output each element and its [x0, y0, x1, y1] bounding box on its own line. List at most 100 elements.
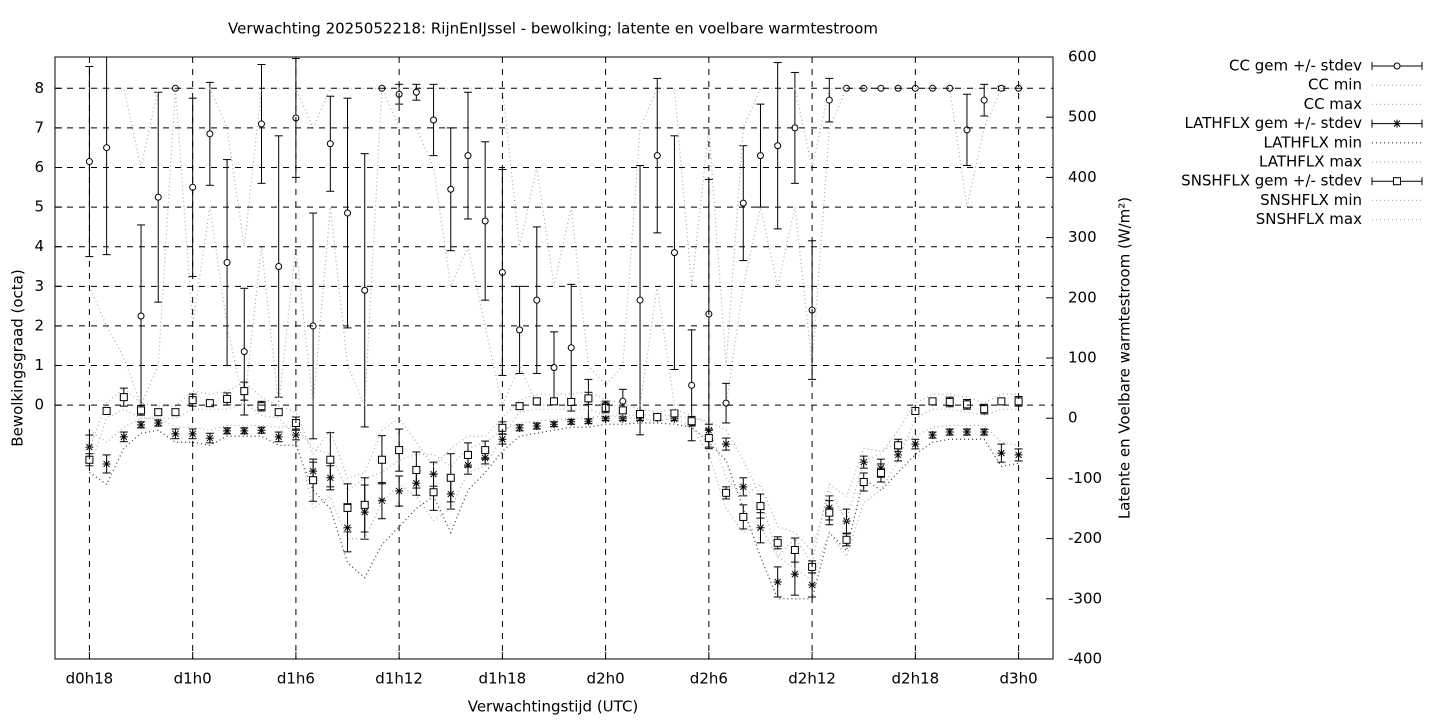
point-marker: [670, 249, 678, 257]
x-tick-label: d2h6: [690, 670, 728, 688]
point-marker: [275, 263, 283, 271]
point-marker: [790, 570, 799, 579]
point-marker: [618, 414, 627, 423]
point-marker: [533, 296, 541, 304]
x-tick-label: d2h0: [587, 670, 625, 688]
point-marker: [360, 500, 369, 509]
point-marker: [257, 120, 265, 128]
point-marker: [515, 402, 524, 411]
point-marker: [309, 476, 318, 485]
legend-label: CC gem +/- stdev: [1229, 57, 1362, 75]
legend-label: SNSHFLX max: [1256, 210, 1362, 228]
point-marker: [756, 523, 765, 532]
point-marker: [515, 423, 524, 432]
point-marker: [206, 130, 214, 138]
point-marker: [550, 420, 558, 429]
x-tick-label: d2h12: [788, 670, 836, 688]
x-tick-label: d1h18: [479, 670, 527, 688]
point-marker: [945, 397, 954, 406]
legend-marker: [1393, 62, 1401, 70]
point-marker: [636, 414, 645, 423]
point-marker: [481, 217, 489, 225]
legend-label: LATHFLX min: [1263, 133, 1362, 151]
range-line: [89, 414, 1019, 565]
point-marker: [481, 446, 490, 455]
point-marker: [274, 432, 283, 441]
point-marker: [722, 440, 731, 449]
x-tick-label: d1h0: [174, 670, 212, 688]
y-tick-label: 2: [34, 316, 44, 334]
point-marker: [980, 405, 989, 414]
point-marker: [412, 88, 420, 96]
point-marker: [756, 502, 765, 511]
point-marker: [567, 417, 576, 426]
point-marker: [825, 508, 834, 517]
point-marker: [790, 546, 799, 555]
point-marker: [205, 434, 214, 443]
point-marker: [102, 406, 111, 415]
point-marker: [395, 446, 404, 455]
legend-label: CC max: [1304, 95, 1363, 113]
point-marker: [85, 158, 93, 166]
x-tick-label: d1h6: [277, 670, 315, 688]
legend-marker: [1393, 119, 1401, 128]
x-tick-label: d3h0: [1000, 670, 1038, 688]
y-tick-label: 3: [34, 277, 44, 295]
point-marker: [516, 326, 524, 334]
point-marker: [223, 426, 232, 435]
point-marker: [962, 428, 971, 437]
y2-tick-label: 0: [1068, 409, 1078, 427]
x-tick-label: d1h12: [375, 670, 423, 688]
legend-label: CC min: [1308, 76, 1362, 94]
y2-tick-label: -100: [1068, 469, 1102, 487]
point-marker: [447, 185, 455, 193]
point-marker: [739, 199, 747, 207]
point-marker: [137, 406, 146, 415]
point-marker: [584, 394, 593, 403]
point-marker: [774, 142, 782, 150]
point-marker: [653, 412, 662, 421]
y-tick-label: 6: [34, 158, 44, 176]
legend-label: LATHFLX gem +/- stdev: [1184, 114, 1362, 132]
point-marker: [240, 348, 248, 356]
y2-tick-label: 600: [1068, 48, 1097, 66]
point-marker: [137, 420, 146, 429]
point-marker: [326, 140, 334, 148]
point-marker: [945, 428, 954, 437]
point-marker: [842, 535, 851, 544]
point-marker: [154, 193, 162, 201]
point-marker: [567, 344, 575, 352]
point-marker: [430, 116, 438, 124]
point-marker: [584, 417, 593, 426]
y-tick-label: 7: [34, 118, 44, 136]
y-tick-label: 5: [34, 198, 44, 216]
point-marker: [876, 468, 885, 477]
point-marker: [722, 488, 731, 497]
point-marker: [377, 496, 386, 505]
point-marker: [773, 577, 782, 586]
y-axis-label: Bewolkingsgraad (octa): [9, 269, 27, 446]
point-marker: [257, 402, 266, 411]
point-marker: [756, 152, 764, 160]
point-marker: [532, 397, 541, 406]
point-marker: [739, 482, 748, 491]
point-marker: [550, 397, 558, 406]
point-marker: [894, 450, 903, 459]
x-tick-label: d0h18: [66, 670, 114, 688]
point-marker: [619, 397, 627, 405]
point-marker: [773, 538, 782, 547]
point-marker: [980, 96, 988, 104]
legend-marker: [1393, 177, 1401, 186]
point-marker: [739, 512, 748, 521]
y2-tick-label: 100: [1068, 349, 1097, 367]
point-marker: [962, 400, 971, 409]
point-marker: [344, 209, 352, 217]
point-marker: [377, 455, 386, 464]
chart-title: Verwachting 2025052218: RijnEnIJssel - b…: [228, 20, 878, 38]
x-axis-label: Verwachtingstijd (UTC): [468, 698, 639, 716]
point-marker: [171, 429, 180, 438]
y-tick-label: 4: [34, 237, 44, 255]
point-marker: [429, 488, 438, 497]
